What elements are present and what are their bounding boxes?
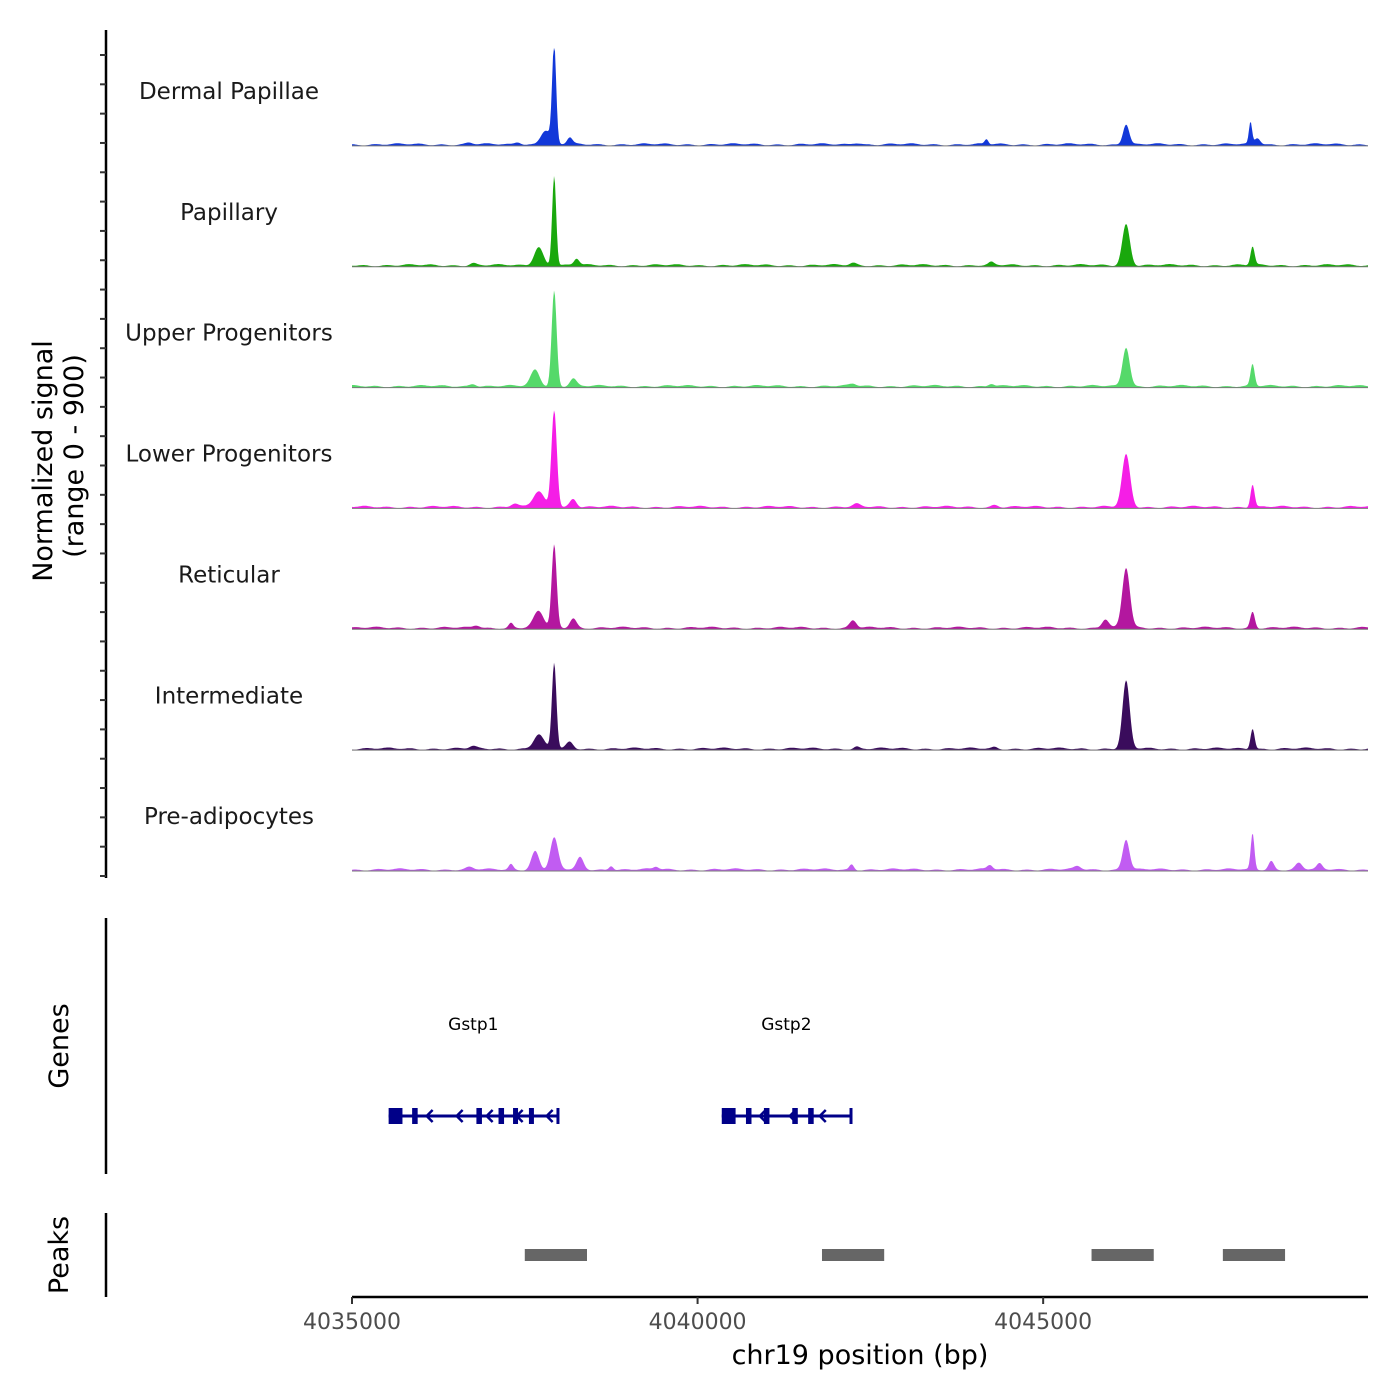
- peak-region: [524, 1249, 587, 1261]
- x-tick-label: 4045000: [994, 1310, 1092, 1335]
- track-label: Papillary: [180, 200, 278, 226]
- signal-tracks: Dermal Papillae Papillary Upper Progenitor…: [125, 47, 1368, 872]
- strand-arrow: [484, 1109, 494, 1123]
- track-dermal-papillae: Dermal Papillae: [139, 47, 1368, 147]
- x-axis-label: chr19 position (bp): [732, 1340, 989, 1371]
- track-reticular: Reticular: [178, 544, 1368, 630]
- signal-y-axis: [100, 30, 108, 878]
- track-label: Lower Progenitors: [126, 442, 333, 468]
- track-pre-adipocytes: Pre-adipocytes: [144, 804, 1368, 872]
- track-label: Upper Progenitors: [125, 321, 333, 347]
- track-upper-progenitors: Upper Progenitors: [125, 290, 1368, 389]
- x-tick-label: 4040000: [649, 1310, 747, 1335]
- strand-arrow: [424, 1109, 434, 1123]
- peak-region: [821, 1249, 885, 1261]
- track-label: Reticular: [178, 562, 280, 588]
- coverage-area: [352, 662, 1368, 751]
- genes-y-axis-label: Genes: [44, 1003, 75, 1088]
- gene-exon: [745, 1108, 752, 1124]
- gene-gstp1: Gstp1: [388, 1015, 560, 1124]
- gene-exon: [763, 1108, 770, 1124]
- track-lower-progenitors: Lower Progenitors: [126, 410, 1368, 509]
- gene-exon: [412, 1108, 418, 1124]
- strand-arrow: [544, 1109, 554, 1123]
- peak-region: [1222, 1249, 1286, 1261]
- coverage-area: [352, 410, 1368, 509]
- gene-exon: [388, 1108, 403, 1124]
- track-label: Pre-adipocytes: [144, 804, 314, 830]
- gene-exon: [792, 1108, 798, 1124]
- track-papillary: Papillary: [180, 176, 1368, 268]
- x-tick-label: 4035000: [303, 1310, 401, 1335]
- track-label: Intermediate: [155, 683, 303, 709]
- peaks-y-axis-label: Peaks: [44, 1216, 75, 1294]
- strand-arrow: [758, 1109, 767, 1123]
- strand-arrow: [454, 1109, 464, 1123]
- signal-y-axis-label-range: (range 0 - 900): [59, 354, 90, 558]
- strand-arrow: [788, 1109, 797, 1123]
- peak-region: [1091, 1249, 1154, 1261]
- gene-gstp2: Gstp2: [721, 1015, 853, 1124]
- strand-arrow: [818, 1109, 827, 1123]
- gene-exon: [476, 1108, 482, 1124]
- peak-regions: [524, 1249, 1286, 1261]
- x-axis: 4035000 4040000 4045000: [303, 1295, 1368, 1335]
- strand-arrow: [514, 1109, 524, 1123]
- coverage-area: [352, 544, 1368, 630]
- gene-exon: [528, 1108, 534, 1124]
- track-label: Dermal Papillae: [139, 79, 319, 105]
- gene-label: Gstp2: [761, 1015, 811, 1035]
- coverage-area: [352, 176, 1368, 267]
- signal-y-axis-label: Normalized signal: [28, 340, 59, 582]
- coverage-area: [352, 290, 1368, 388]
- gene-models: Gstp1 Gstp2: [388, 1015, 853, 1124]
- gene-exon: [808, 1108, 814, 1124]
- coverage-area: [352, 834, 1368, 871]
- coverage-area: [352, 47, 1368, 146]
- gene-label: Gstp1: [448, 1015, 498, 1035]
- gene-exon: [721, 1108, 736, 1124]
- track-intermediate: Intermediate: [155, 662, 1368, 751]
- gene-exon: [498, 1108, 505, 1124]
